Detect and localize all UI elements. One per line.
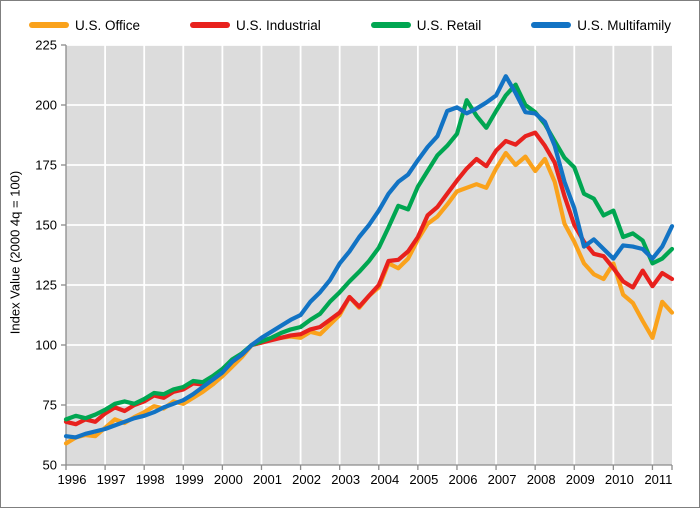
x-tick-label: 2008 <box>527 472 556 487</box>
x-tick-label: 1997 <box>97 472 126 487</box>
y-tick-label: 125 <box>35 278 57 293</box>
y-tick-label: 175 <box>35 158 57 173</box>
legend-swatch <box>531 22 572 28</box>
y-axis-title: Index Value (2000 4q = 100) <box>7 170 23 335</box>
x-tick-label: 1999 <box>175 472 204 487</box>
legend-label: U.S. Retail <box>416 17 482 33</box>
x-tick-label: 2002 <box>292 472 321 487</box>
y-tick-label: 150 <box>35 218 57 233</box>
legend-label: U.S. Multifamily <box>577 17 672 33</box>
y-tick-label: 225 <box>35 38 57 53</box>
x-tick-label: 2007 <box>488 472 517 487</box>
legend-swatch <box>28 22 69 28</box>
legend-item-u-s-multifamily: U.S. Multifamily <box>531 18 671 33</box>
x-tick-label: 2011 <box>644 472 672 487</box>
x-tick-label: 2003 <box>331 472 360 487</box>
legend: U.S. Office U.S. Industrial U.S. Retail U.S… <box>1 13 699 37</box>
x-tick-label: 2000 <box>214 472 243 487</box>
x-tick-label: 2004 <box>370 472 399 487</box>
series-line-u-s-multifamily <box>63 74 675 440</box>
legend-item-u-s-retail: U.S. Retail <box>370 17 482 33</box>
legend-label: U.S. Industrial <box>235 17 321 33</box>
legend-item-u-s-industrial: U.S. Industrial <box>189 17 321 33</box>
x-tick-label: 1996 <box>58 472 87 487</box>
y-tick-label: 50 <box>43 458 57 473</box>
series-line-u-s-retail <box>63 82 675 422</box>
legend-swatch <box>189 22 230 28</box>
legend-label: U.S. Office <box>74 17 140 33</box>
legend-swatch <box>370 22 411 28</box>
x-tick-label: 1998 <box>136 472 165 487</box>
x-tick-label: 2005 <box>409 472 438 487</box>
y-tick-label: 200 <box>35 98 57 113</box>
x-tick-label: 2010 <box>605 472 634 487</box>
x-tick-label: 2001 <box>253 472 282 487</box>
x-tick-label: 2009 <box>566 472 595 487</box>
y-tick-label: 100 <box>35 338 57 353</box>
series-line-u-s-industrial <box>63 130 675 427</box>
y-tick-label: 75 <box>43 398 57 413</box>
legend-item-u-s-office: U.S. Office <box>28 17 140 33</box>
x-tick-label: 2006 <box>449 472 478 487</box>
